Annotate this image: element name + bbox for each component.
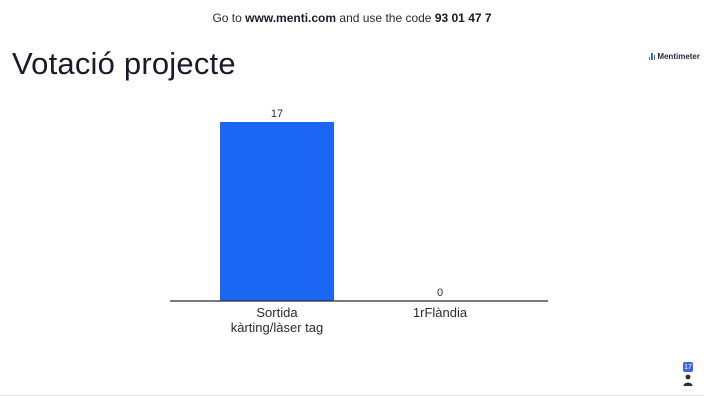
join-prefix: Go to <box>212 11 242 25</box>
join-code: 93 01 47 7 <box>434 11 492 25</box>
bar <box>220 122 334 301</box>
slide-title: Votació projecte <box>12 46 236 81</box>
brand-label: Mentimeter <box>657 52 700 61</box>
bar-value-label: 0 <box>437 287 443 299</box>
category-label: Sortida kàrting/làser tag <box>231 305 324 335</box>
join-middle: and use the code <box>339 11 432 25</box>
person-icon <box>683 374 693 386</box>
category-label-line: kàrting/làser tag <box>231 320 324 335</box>
join-url[interactable]: www.menti.com <box>245 11 337 25</box>
mentimeter-brand: Mentimeter <box>648 52 700 61</box>
category-label-line: Sortida <box>256 305 298 320</box>
response-count-badge: 17 <box>683 362 693 372</box>
category-label: 1rFlàndia <box>413 305 468 320</box>
mentimeter-logo-icon <box>648 53 656 60</box>
category-label-line: 1rFlàndia <box>413 305 468 320</box>
join-instructions: Go to www.menti.com and use the code 93 … <box>0 11 704 25</box>
bar-value-label: 17 <box>271 108 283 120</box>
